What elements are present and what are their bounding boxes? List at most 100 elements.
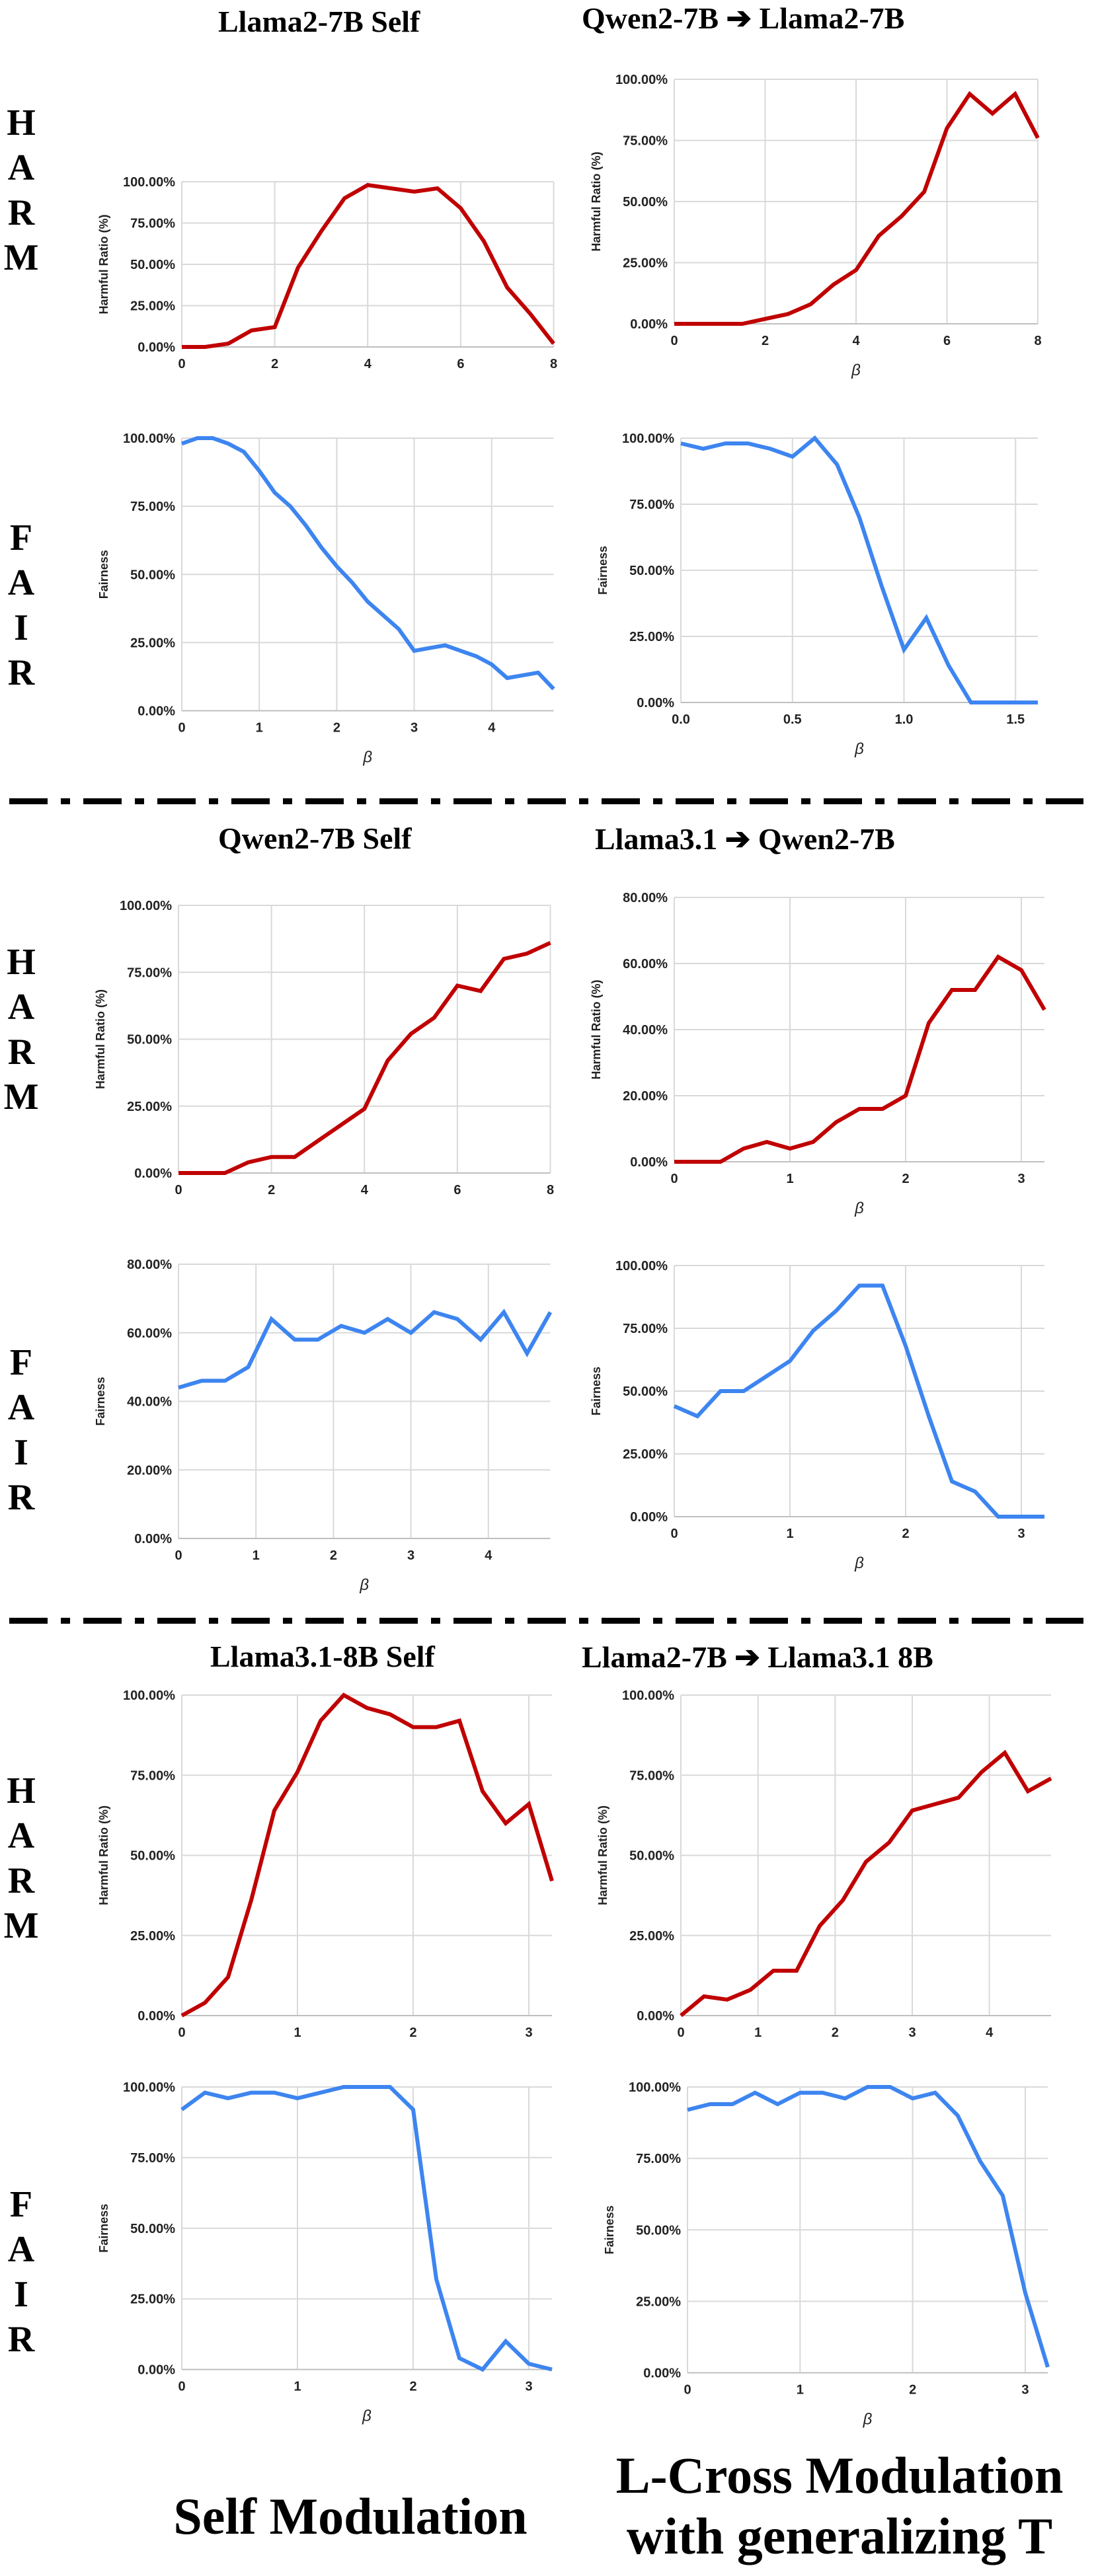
row-label-fair-2: F A I R xyxy=(1,1340,41,1520)
y-tick-label: 75.00% xyxy=(130,2150,175,2165)
series-line-fair xyxy=(687,2084,1050,2368)
x-tick-label: 0.5 xyxy=(783,712,802,727)
series-line-harm xyxy=(178,940,551,1175)
x-tick-label: 1.5 xyxy=(1006,712,1025,727)
y-tick-label: 75.00% xyxy=(130,500,175,514)
x-tick-label: 1 xyxy=(786,1172,793,1186)
x-tick-label: 3 xyxy=(1021,2382,1029,2397)
y-axis-label: Harmful Ratio (%) xyxy=(590,979,603,1079)
x-tick-label: 0 xyxy=(670,334,678,348)
series-line-fair xyxy=(178,1308,553,1390)
y-tick-label: 25.00% xyxy=(636,2294,681,2309)
x-tick-label: 4 xyxy=(488,720,496,735)
x-tick-label: 1 xyxy=(253,1548,260,1563)
y-tick-label: 25.00% xyxy=(130,2292,175,2306)
y-tick-label: 25.00% xyxy=(127,1100,172,1114)
y-tick-label: 50.00% xyxy=(636,2223,681,2238)
x-tick-label: 1 xyxy=(786,1527,793,1541)
chart-c7: 0.00% 20.00% 40.00% 60.00% 80.00% 0 1 2 3 4 Fairne… xyxy=(94,1258,553,1594)
x-axis-label: β xyxy=(851,361,861,379)
row-label-letter: F xyxy=(9,1342,33,1383)
x-axis-label: β xyxy=(854,1199,864,1217)
y-tick-label: 25.00% xyxy=(623,1447,668,1462)
x-tick-label: 0 xyxy=(178,357,185,371)
series-line-harm xyxy=(680,1749,1052,2018)
row-label-harm-2: H A R M xyxy=(1,940,41,1119)
panel-title-b3-left: Llama3.1-8B Self xyxy=(210,1640,435,1673)
x-tick-label: 2 xyxy=(268,1183,275,1197)
x-tick-label: 6 xyxy=(943,334,951,348)
series-line-harm xyxy=(182,182,555,349)
y-tick-label: 100.00% xyxy=(615,73,668,87)
y-tick-label: 0.00% xyxy=(137,704,175,718)
row-label-letter: M xyxy=(3,1077,39,1118)
y-axis-label: Harmful Ratio (%) xyxy=(94,989,107,1089)
row-label-letter: H xyxy=(7,942,36,983)
y-tick-label: 100.00% xyxy=(629,2080,681,2095)
x-tick-label: 1 xyxy=(754,2026,762,2040)
series-line-fair xyxy=(673,1283,1044,1519)
x-tick-label: 0 xyxy=(684,2382,691,2397)
chart-c4: 0.00% 25.00% 50.00% 75.00% 100.00% 0.0 0.5 1.0 1… xyxy=(596,432,1038,758)
chart-c8: 0.00% 25.00% 50.00% 75.00% 100.00% 0 1 2 3 Fairne… xyxy=(590,1259,1044,1572)
y-tick-label: 25.00% xyxy=(130,299,175,314)
x-tick-label: 2 xyxy=(409,2379,416,2394)
y-tick-label: 20.00% xyxy=(127,1463,172,1478)
y-tick-label: 50.00% xyxy=(127,1033,172,1047)
section-divider-1 xyxy=(9,798,1083,804)
y-axis-label: Fairness xyxy=(596,545,609,594)
y-tick-label: 0.00% xyxy=(630,317,668,332)
row-label-letter: A xyxy=(7,147,35,188)
row-label-letter: A xyxy=(7,2229,35,2270)
row-label-letter: R xyxy=(7,2319,35,2360)
x-tick-label: 1 xyxy=(256,720,263,735)
x-tick-label: 2 xyxy=(902,1172,909,1186)
y-tick-label: 100.00% xyxy=(615,1259,668,1273)
y-tick-label: 25.00% xyxy=(629,630,674,644)
y-axis-label: Harmful Ratio (%) xyxy=(97,1805,110,1905)
x-tick-label: 3 xyxy=(407,1548,414,1563)
y-tick-label: 0.00% xyxy=(637,2009,674,2024)
x-tick-label: 1 xyxy=(294,2026,301,2040)
y-tick-label: 0.00% xyxy=(643,2366,681,2380)
panel-title-b3-right: Llama2-7B ➔ Llama3.1 8B xyxy=(582,1640,933,1674)
x-tick-label: 3 xyxy=(1017,1527,1025,1541)
y-tick-label: 75.00% xyxy=(629,498,674,512)
chart-c2: 0.00% 25.00% 50.00% 75.00% 100.00% 0 2 4 6 8 Harmf… xyxy=(590,73,1042,379)
series-line-harm xyxy=(674,91,1040,326)
chart-c11: 0.00% 25.00% 50.00% 75.00% 100.00% 0 1 2 3 Fairne… xyxy=(97,2080,553,2425)
x-tick-label: 3 xyxy=(525,2379,532,2394)
x-tick-label: 4 xyxy=(361,1183,369,1197)
footer-right-line2: with generalizing T xyxy=(626,2507,1053,2565)
row-label-letter: R xyxy=(7,1860,35,1901)
y-tick-label: 25.00% xyxy=(130,636,175,650)
y-tick-label: 50.00% xyxy=(629,564,674,578)
x-axis-label: β xyxy=(854,1554,864,1572)
y-tick-label: 0.00% xyxy=(137,2009,175,2024)
panel-title-b1-right: Qwen2-7B ➔ Llama2-7B xyxy=(582,1,905,35)
x-axis-label: β xyxy=(854,740,864,758)
x-tick-label: 0 xyxy=(175,1183,182,1197)
row-label-letter: F xyxy=(9,517,33,558)
series-line-fair xyxy=(180,436,555,691)
y-tick-label: 50.00% xyxy=(130,2221,175,2236)
y-axis-label: Harmful Ratio (%) xyxy=(97,214,110,314)
row-label-letter: I xyxy=(14,1432,28,1473)
row-label-letter: R xyxy=(7,192,35,233)
y-tick-label: 50.00% xyxy=(130,1849,175,1864)
chart-c3: 0.00% 25.00% 50.00% 75.00% 100.00% 0 1 2 3 4 Fairn… xyxy=(97,432,555,766)
y-tick-label: 0.00% xyxy=(134,1166,172,1181)
chart-c10: 0.00% 25.00% 50.00% 75.00% 100.00% 0 1 2 3 4 Harmf… xyxy=(596,1688,1052,2040)
chart-c5: 0.00% 25.00% 50.00% 75.00% 100.00% 0 2 4 6 8 Harmf… xyxy=(94,899,554,1197)
y-tick-label: 100.00% xyxy=(622,432,674,446)
x-tick-label: 4 xyxy=(852,334,860,348)
y-tick-label: 80.00% xyxy=(127,1258,172,1272)
x-tick-label: 6 xyxy=(457,357,464,371)
y-tick-label: 20.00% xyxy=(623,1089,668,1104)
x-tick-label: 1.0 xyxy=(895,712,914,727)
x-tick-label: 2 xyxy=(271,357,278,371)
y-tick-label: 100.00% xyxy=(123,1688,175,1703)
chart-c6: 0.00% 20.00% 40.00% 60.00% 80.00% 0 1 2 3 Harmful… xyxy=(590,891,1046,1217)
row-label-fair-3: F A I R xyxy=(1,2182,41,2362)
x-tick-label: 8 xyxy=(547,1183,554,1197)
